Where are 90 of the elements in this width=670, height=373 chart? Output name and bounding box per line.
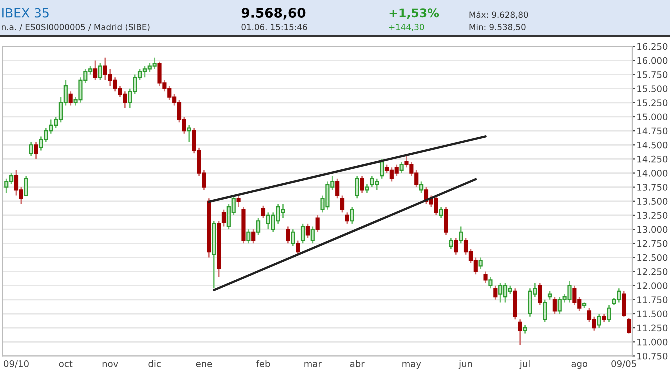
candlestick bbox=[420, 181, 424, 194]
x-tick-label: abr bbox=[350, 360, 365, 368]
candlestick bbox=[518, 318, 522, 346]
candlestick bbox=[478, 257, 483, 270]
x-tick-label: oct bbox=[59, 360, 73, 368]
x-tick-label: jun bbox=[458, 360, 472, 370]
candlestick bbox=[236, 195, 241, 208]
candlestick bbox=[360, 175, 364, 194]
y-tick-label: 15.000 bbox=[638, 114, 668, 121]
candlestick bbox=[607, 304, 612, 324]
y-tick-label: 13.000 bbox=[638, 226, 668, 234]
text: Min: 9.538,50 bbox=[470, 24, 526, 32]
text: +1,53% bbox=[390, 8, 440, 20]
candlestick bbox=[552, 296, 557, 315]
candlestick bbox=[622, 290, 626, 318]
y-tick-label: 14.250 bbox=[638, 156, 668, 163]
candlestick bbox=[336, 178, 340, 200]
candlestick bbox=[345, 212, 350, 225]
y-tick-label: 15.750 bbox=[638, 72, 668, 78]
x-tick-label: 09/10 bbox=[4, 360, 29, 368]
candlestick bbox=[494, 285, 498, 301]
x-tick-label: ene bbox=[196, 362, 212, 368]
candlestick bbox=[316, 214, 320, 234]
candlestick bbox=[439, 206, 444, 219]
y-tick-label: 16.000 bbox=[638, 57, 668, 64]
candlestick bbox=[310, 226, 315, 244]
text: Máx: 9.628,80 bbox=[470, 11, 528, 19]
candlestick bbox=[29, 142, 34, 158]
candlestick bbox=[444, 206, 448, 236]
text: 01.06. 15:15:46 bbox=[242, 24, 308, 30]
candlestick bbox=[256, 218, 261, 236]
candlestick bbox=[296, 240, 300, 256]
x-tick-label: mar bbox=[304, 362, 322, 368]
x-tick-label: nov bbox=[102, 362, 118, 368]
candlestick bbox=[306, 223, 310, 239]
candlestick bbox=[454, 237, 458, 256]
candlestick bbox=[291, 228, 296, 248]
y-tick-label: 12.750 bbox=[638, 240, 668, 248]
candlestick bbox=[286, 226, 290, 244]
candlestick bbox=[488, 276, 493, 290]
x-tick-label: may bbox=[402, 362, 422, 370]
y-tick-label: 16.250 bbox=[638, 43, 668, 50]
y-tick-label: 11.000 bbox=[638, 338, 668, 346]
x-tick-label: feb bbox=[256, 360, 270, 368]
candlestick bbox=[484, 271, 488, 284]
candlestick bbox=[252, 228, 256, 244]
x-tick-label: dic bbox=[148, 360, 161, 368]
y-tick-label: 15.500 bbox=[638, 86, 668, 92]
candlestick bbox=[24, 175, 28, 196]
y-tick-label: 11.250 bbox=[638, 324, 668, 332]
candlestick bbox=[98, 62, 103, 82]
y-tick-label: 13.500 bbox=[638, 198, 668, 205]
candlestick bbox=[34, 142, 38, 160]
y-tick-label: 10.750 bbox=[638, 352, 668, 360]
candlestick bbox=[187, 124, 192, 144]
y-tick-label: 14.000 bbox=[638, 170, 668, 177]
candlestick bbox=[449, 237, 454, 250]
candlestick bbox=[459, 226, 464, 244]
candlestick bbox=[380, 158, 384, 180]
chart-subtitle: n.a. / ES0SI0000005 / Madrid (SIBE) bbox=[2, 24, 150, 32]
text: 9.568,60 bbox=[242, 8, 306, 20]
y-tick-label: 12.000 bbox=[638, 282, 668, 290]
candlestick bbox=[626, 318, 632, 334]
candlestick bbox=[222, 209, 226, 228]
candlestick bbox=[543, 299, 548, 324]
candlestick bbox=[400, 161, 404, 174]
candlestick bbox=[300, 223, 306, 244]
y-tick-label: 12.250 bbox=[638, 268, 668, 276]
candlestick bbox=[340, 195, 345, 214]
y-tick-label: 14.500 bbox=[638, 142, 668, 149]
y-tick-label: 11.750 bbox=[638, 296, 668, 304]
candlestick bbox=[94, 60, 98, 82]
chart-title: IBEX 35 bbox=[2, 8, 49, 18]
candlestick bbox=[261, 205, 266, 219]
y-tick-label: 12.500 bbox=[638, 254, 668, 262]
y-tick-label: 13.750 bbox=[638, 184, 668, 191]
candlestick bbox=[538, 282, 542, 306]
y-tick-label: 15.250 bbox=[638, 100, 668, 106]
y-tick-label: 11.500 bbox=[638, 310, 668, 318]
y-tick-label: 14.750 bbox=[638, 128, 668, 135]
text: +144,30 bbox=[389, 24, 424, 32]
candlestick bbox=[597, 313, 602, 329]
candlestick bbox=[355, 175, 360, 200]
candlestick bbox=[350, 206, 354, 225]
x-tick-label: jul bbox=[520, 360, 530, 370]
y-tick-label: 13.250 bbox=[638, 212, 668, 220]
x-tick-label: ago bbox=[572, 362, 588, 370]
x-tick-label: 09/05 bbox=[612, 360, 636, 368]
candlestick bbox=[68, 90, 73, 106]
candlestick bbox=[246, 228, 251, 244]
